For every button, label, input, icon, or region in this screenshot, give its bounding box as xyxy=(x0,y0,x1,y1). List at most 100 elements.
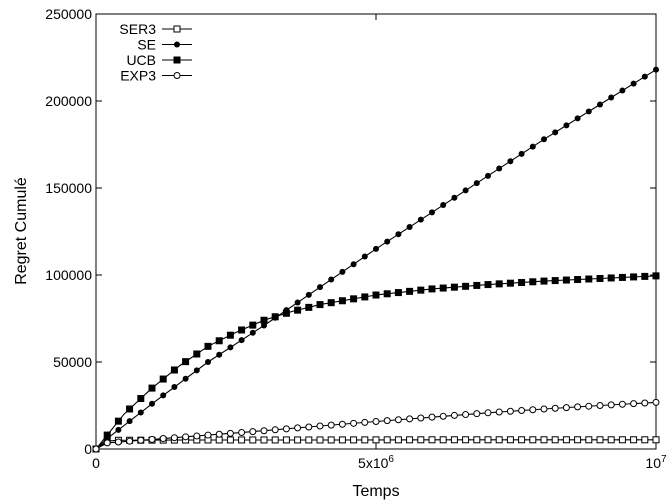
ucb-marker xyxy=(540,277,548,285)
ucb-marker xyxy=(585,275,593,283)
ser3-marker xyxy=(294,436,302,444)
exp3-marker xyxy=(630,400,638,408)
y-tick-label: 200000 xyxy=(45,93,92,109)
ucb-marker xyxy=(305,303,313,311)
se-marker xyxy=(619,87,626,94)
ser3-marker xyxy=(271,436,279,444)
ucb-marker xyxy=(652,272,660,280)
ucb-marker xyxy=(428,285,436,293)
se-marker xyxy=(440,202,447,209)
se-line xyxy=(95,69,657,450)
ser3-marker xyxy=(316,436,324,444)
exp3-marker xyxy=(170,434,178,442)
y-tick-label: 100000 xyxy=(45,267,92,283)
exp3-marker xyxy=(518,407,526,415)
ucb-marker xyxy=(394,289,402,297)
exp3-marker xyxy=(294,424,302,432)
legend-label-exp3: EXP3 xyxy=(120,68,156,84)
ser3-marker xyxy=(484,436,492,444)
ucb-marker xyxy=(372,291,380,299)
exp3-marker xyxy=(260,427,268,435)
ser3-marker xyxy=(574,436,582,444)
ucb-marker xyxy=(173,56,181,64)
exp3-marker xyxy=(462,411,470,419)
ser3-marker xyxy=(383,436,391,444)
exp3-marker xyxy=(148,435,156,443)
ucb-marker xyxy=(439,284,447,292)
ucb-marker xyxy=(417,286,425,294)
se-marker xyxy=(406,223,413,230)
exp3-marker xyxy=(350,419,358,427)
se-marker xyxy=(317,284,323,291)
ucb-marker xyxy=(350,295,358,303)
ucb-marker xyxy=(103,431,111,439)
exp3-marker xyxy=(618,400,626,408)
se-marker xyxy=(529,143,536,150)
exp3-marker xyxy=(238,428,246,436)
se-marker xyxy=(238,337,245,344)
se-marker xyxy=(174,41,180,48)
ucb-marker xyxy=(137,395,145,403)
ser3-marker xyxy=(249,436,257,444)
ser3-marker xyxy=(585,436,593,444)
ser3-marker xyxy=(417,436,425,444)
se-marker xyxy=(451,194,458,201)
ucb-marker xyxy=(182,358,190,366)
exp3-marker xyxy=(484,409,492,417)
ser3-marker xyxy=(462,436,470,444)
exp3-marker xyxy=(574,403,582,411)
ser3-marker xyxy=(394,436,402,444)
ser3-marker xyxy=(495,436,503,444)
x-tick-label: 107 xyxy=(645,454,667,471)
ser3-marker xyxy=(428,436,436,444)
ser3-marker xyxy=(596,436,604,444)
ucb-marker xyxy=(574,276,582,284)
se-marker xyxy=(496,165,503,172)
se-marker xyxy=(171,384,178,391)
exp3-marker xyxy=(596,402,604,409)
ser3-marker xyxy=(607,436,615,444)
ucb-marker xyxy=(114,417,122,425)
ser3-marker xyxy=(372,436,380,444)
ser3-marker xyxy=(551,436,559,444)
ucb-marker xyxy=(529,278,537,286)
se-marker xyxy=(541,136,547,143)
ser3-marker xyxy=(305,436,313,444)
ucb-marker xyxy=(607,274,615,282)
exp3-marker xyxy=(394,416,402,424)
exp3-marker xyxy=(226,429,234,437)
ser3-marker xyxy=(562,436,570,444)
exp3-marker xyxy=(182,433,190,441)
exp3-marker xyxy=(372,418,380,426)
exp3-marker xyxy=(506,407,514,415)
ucb-marker xyxy=(495,280,503,288)
y-tick-label: 50000 xyxy=(53,354,92,370)
exp3-marker xyxy=(137,436,145,444)
ucb-marker xyxy=(170,366,178,374)
ucb-marker xyxy=(226,331,234,339)
plot-frame xyxy=(95,13,657,450)
se-marker xyxy=(417,216,424,223)
se-marker xyxy=(653,66,659,73)
exp3-marker xyxy=(529,406,537,414)
legend-label-ucb: UCB xyxy=(126,52,156,68)
ser3-marker xyxy=(338,436,346,444)
ucb-marker xyxy=(204,342,212,350)
ser3-marker xyxy=(260,436,268,444)
exp3-marker xyxy=(361,418,369,426)
exp3-marker xyxy=(540,405,548,413)
ucb-marker xyxy=(484,281,492,289)
se-marker xyxy=(552,129,559,136)
exp3-marker xyxy=(282,425,290,433)
exp3-marker xyxy=(406,415,414,423)
ser3-marker xyxy=(439,436,447,444)
se-marker xyxy=(597,101,603,108)
se-marker xyxy=(361,253,368,260)
exp3-marker xyxy=(428,413,436,421)
se-marker xyxy=(261,322,267,329)
exp3-marker xyxy=(450,411,458,419)
ucb-marker xyxy=(238,326,246,334)
ser3-marker xyxy=(618,436,626,444)
se-marker xyxy=(294,299,301,306)
series-exp3 xyxy=(92,398,660,453)
